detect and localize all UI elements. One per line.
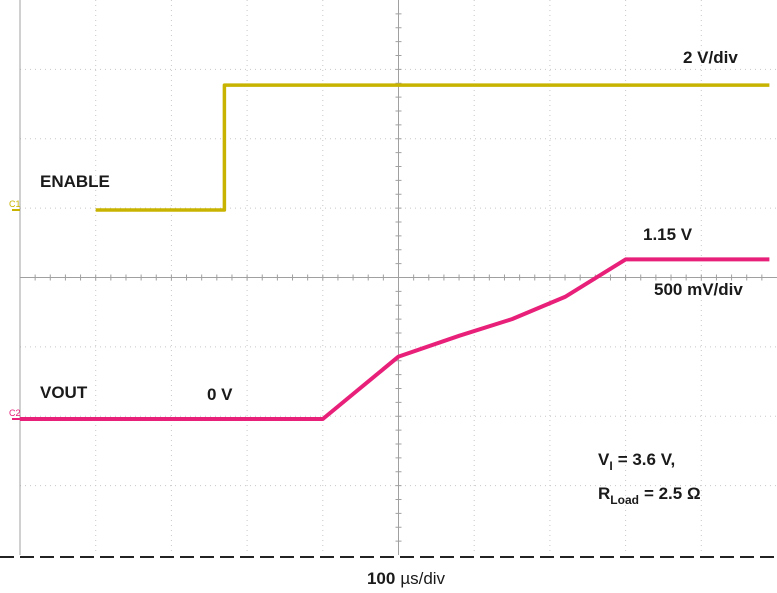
grid: [0, 0, 777, 558]
vout-channel-marker: C2: [9, 408, 21, 418]
enable-label: ENABLE: [40, 172, 110, 191]
vi-subscript: I: [609, 459, 612, 473]
rload-subscript: Load: [610, 493, 639, 507]
rload-symbol: R: [598, 484, 610, 503]
x-axis-unit: µs/div: [400, 569, 445, 588]
enable-trace: [95, 83, 770, 212]
vout-label: VOUT: [40, 383, 88, 402]
rload-value: = 2.5 Ω: [644, 484, 701, 503]
traces: C1 C2: [9, 83, 770, 421]
enable-channel-marker: C1: [9, 199, 21, 209]
vi-value: = 3.6 V,: [618, 450, 676, 469]
vi-symbol: V: [598, 450, 610, 469]
x-axis-value: 100: [367, 569, 395, 588]
vout-start-label: 0 V: [207, 385, 233, 404]
labels: ENABLE 2 V/div VOUT 0 V 1.15 V 500 mV/di…: [40, 48, 743, 588]
x-axis-label: 100 µs/div: [367, 569, 446, 588]
enable-scale-label: 2 V/div: [683, 48, 738, 67]
vout-scale-label: 500 mV/div: [654, 280, 743, 299]
input-voltage-annotation: VI = 3.6 V,: [598, 450, 675, 473]
vout-final-label: 1.15 V: [643, 225, 693, 244]
vout-trace: [20, 257, 770, 421]
load-resistance-annotation: RLoad = 2.5 Ω: [598, 484, 701, 507]
